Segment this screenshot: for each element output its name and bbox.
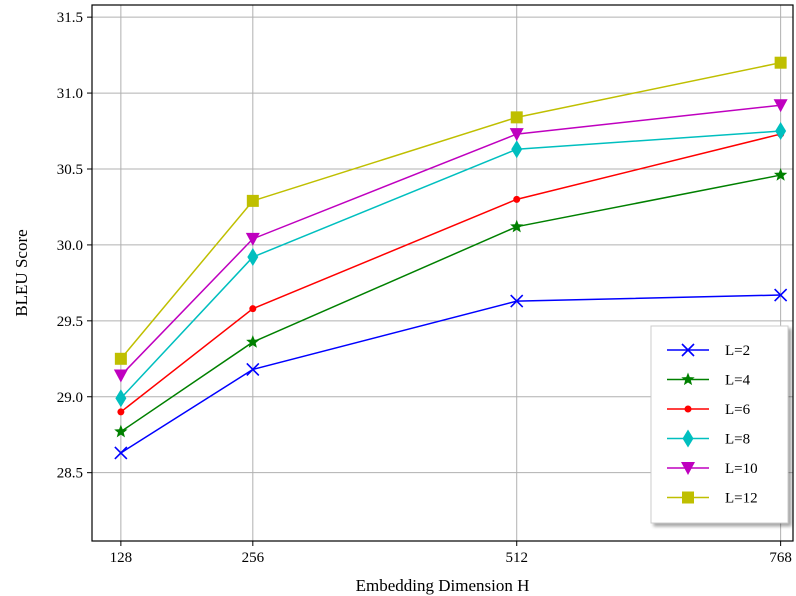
x-tick-label: 256 [242,550,265,566]
data-point [249,305,257,313]
legend-entry: L=12 [667,491,758,507]
data-point [246,362,260,376]
x-tick-label: 768 [769,550,792,566]
data-point [245,232,260,246]
series-L=4 [114,168,788,438]
series-L=2 [114,288,788,460]
legend-label: L=8 [725,432,750,448]
y-tick-label: 29.0 [57,390,83,406]
legend-entry: L=10 [667,461,758,477]
x-tick-label: 128 [110,550,133,566]
legend-marker [681,462,695,475]
y-axis-label: BLEU Score [12,229,31,316]
legend-entry: L=2 [667,343,750,359]
data-point [773,168,788,181]
data-point [775,122,787,141]
legend: L=2 L=4 L=6 L=8 L=10 L=12 [650,325,789,524]
y-tick-label: 30.0 [57,238,83,254]
data-point [513,195,521,203]
y-tick-label: 31.0 [57,86,83,102]
legend-label: L=6 [725,402,751,418]
legend-entry: L=4 [667,372,751,389]
data-point [114,352,127,365]
legend-marker [684,405,692,413]
data-point [115,389,127,408]
axis-ticks: 128 256 512 768 28.5 29.0 29.5 30.0 30.5 31.0 31.5 [57,10,792,566]
data-point [774,56,787,69]
y-tick-label: 28.5 [57,466,83,482]
legend-marker [682,491,694,504]
data-point [114,446,128,460]
legend-marker [682,429,694,448]
data-point [511,140,523,159]
data-point [773,99,788,113]
data-point [246,335,260,348]
data-point [114,424,128,438]
data-point [247,248,259,267]
legend-entry: L=6 [667,402,751,418]
legend-box [650,325,789,524]
legend-entry: L=8 [667,429,750,448]
legend-label: L=10 [725,461,758,477]
series-line [120,104,781,377]
x-tick-label: 512 [505,550,528,566]
data-point [509,128,524,142]
series-layer [113,56,788,460]
legend-label: L=12 [725,491,758,507]
plot-frame [91,4,794,542]
legend-label: L=2 [725,343,750,359]
series-L=12 [114,56,787,365]
legend-label: L=4 [725,373,751,389]
legend-marker [681,372,695,386]
series-L=10 [113,99,788,383]
y-tick-label: 31.5 [57,10,83,26]
legend-marker [681,343,695,357]
series-line [120,61,781,360]
data-point [113,369,128,383]
y-tick-label: 30.5 [57,162,83,178]
data-point [510,219,524,233]
data-point [774,288,788,302]
data-point [246,194,259,207]
series-line [120,130,781,399]
y-tick-label: 29.5 [57,314,83,330]
x-axis-label: Embedding Dimension H [356,576,530,595]
series-line [120,294,781,454]
series-L=8 [115,122,787,408]
series-line [120,133,781,413]
data-point [117,408,125,416]
data-point [510,294,524,308]
series-line [120,174,781,433]
data-point [510,111,523,124]
